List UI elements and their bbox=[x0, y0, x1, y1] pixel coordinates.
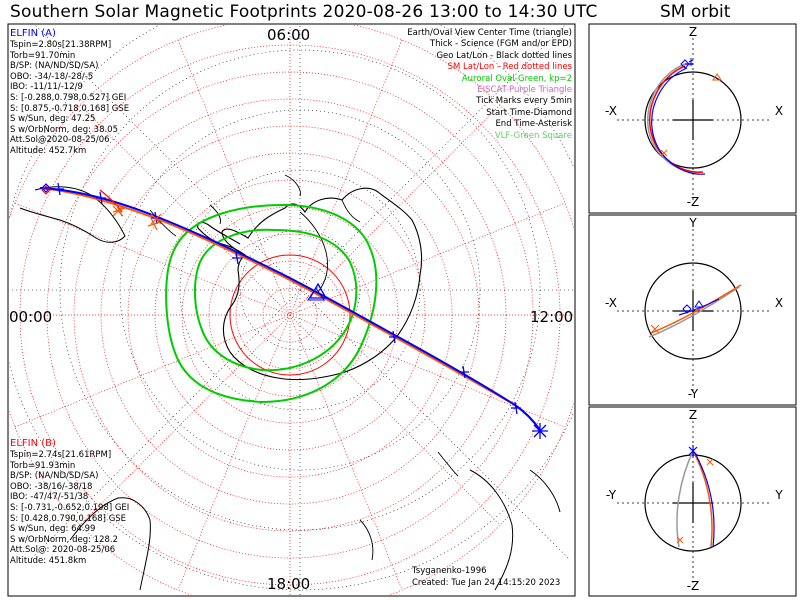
clock-label-top: 06:00 bbox=[267, 26, 311, 44]
axis-label-right: X bbox=[775, 104, 783, 118]
legend-item: Thick - Science (FGM and/or EPD) bbox=[429, 39, 572, 50]
sat-a-line: Altitude: 452.7km bbox=[10, 145, 87, 156]
axis-label-left: -X bbox=[605, 104, 617, 118]
antarctica-coastline bbox=[221, 187, 423, 381]
sat-b-info: ELFIN (B) Tspin=2.74s[21.61RPM] Torb=91.… bbox=[10, 438, 129, 567]
legend-item: Geo Lat/Lon - Black dotted lines bbox=[436, 50, 572, 61]
sat-b-line: S w/Sun, deg: 64.99 bbox=[10, 524, 96, 535]
sat-a-info: ELFIN (A) Tspin=2.80s[21.38RPM] Torb=91.… bbox=[10, 28, 129, 157]
sat-a-line: S: [-0.288,0.798,0.527] GEI bbox=[10, 92, 127, 103]
auroral-oval-outer bbox=[165, 203, 378, 404]
sm-markers bbox=[112, 205, 162, 225]
auroral-oval-inner bbox=[193, 228, 358, 372]
orbit-panel-xz: Z -Z -X X bbox=[605, 25, 783, 209]
sm-grid bbox=[9, 25, 574, 595]
sat-b-line: Att.Sol@: 2020-08-25/06 bbox=[10, 545, 116, 556]
sm-orbit-panels: Z -Z -X X Y -Y -X X Z -Z -Y bbox=[605, 25, 783, 593]
orbit-panel-yz: Z -Z -Y Y bbox=[606, 408, 783, 593]
sat-b-line: S: [-0.731,-0.652,0.198] GEI bbox=[10, 502, 130, 513]
orbit-frame-xz bbox=[588, 23, 797, 214]
legend-item: EISCAT-Purple Triangle bbox=[477, 85, 572, 96]
orbit-frame-xy bbox=[588, 214, 797, 406]
africa-coastline bbox=[69, 497, 151, 591]
legend-item: VLF-Green Square bbox=[494, 130, 572, 141]
clock-label-right: 12:00 bbox=[530, 308, 574, 326]
australia-coastline bbox=[469, 469, 561, 591]
legend-item: End Time-Asterisk bbox=[495, 119, 572, 130]
legend-item: Auroral Oval-Green, kp=2 bbox=[461, 73, 572, 84]
sat-b-name: ELFIN (B) bbox=[10, 438, 56, 449]
sat-a-line: B/SP: (NA/ND/SD/SA) bbox=[10, 61, 99, 72]
legend-item: SM Lat/Lon - Red dotted lines bbox=[447, 62, 572, 73]
sat-b-line: B/SP: (NA/ND/SD/SA) bbox=[10, 471, 99, 482]
axis-label-left: -Y bbox=[606, 488, 617, 502]
orbit-panel-title: SM orbit bbox=[660, 2, 731, 22]
axis-label-top: Y bbox=[688, 216, 697, 230]
legend-item: Start Time-Diamond bbox=[486, 107, 572, 118]
start-diamond-b bbox=[41, 185, 51, 195]
start-diamond-a bbox=[41, 183, 51, 193]
sat-a-line: Att.Sol@2020-08-25/06 bbox=[10, 135, 110, 146]
sat-b-line: Tspin=2.74s[21.61RPM] bbox=[10, 450, 112, 460]
legend-item: Earth/Oval View Center Time (triangle) bbox=[407, 28, 572, 38]
model-credit: Tsyganenko-1996 bbox=[412, 566, 487, 576]
antarctic-peninsula bbox=[196, 221, 246, 256]
sm-latitude-circle bbox=[229, 254, 351, 376]
clock-label-left: 00:00 bbox=[9, 308, 53, 326]
sat-a-line: S w/OrbNorm, deg: 38.05 bbox=[10, 124, 119, 135]
sat-a-line: IBO: -11/11/-12/9 bbox=[10, 82, 83, 93]
clock-label-bottom: 18:00 bbox=[267, 575, 311, 593]
plot-title: Southern Solar Magnetic Footprints 2020-… bbox=[10, 2, 598, 22]
sat-b-line: S w/OrbNorm, deg: 128.2 bbox=[10, 534, 119, 545]
sat-a-line: S: [0.875,-0.718,0.168] GSE bbox=[10, 103, 130, 114]
sat-b-line: Altitude: 451.8km bbox=[10, 555, 87, 566]
axis-label-right: Y bbox=[774, 488, 783, 502]
sat-a-line: Tspin=2.80s[21.38RPM] bbox=[10, 40, 112, 50]
axis-label-top: Z bbox=[689, 408, 697, 422]
legend-item: Tick Marks every 5min bbox=[476, 96, 572, 107]
end-asterisk bbox=[532, 423, 548, 439]
axis-label-right: X bbox=[775, 296, 783, 310]
sat-b-line: OBO: -38/16/-38/18 bbox=[10, 481, 93, 492]
sat-b-line: S: [0.428,0.790,0.168] GSE bbox=[10, 513, 127, 524]
axis-label-bottom: -Y bbox=[688, 387, 699, 401]
axis-label-bottom: -Z bbox=[687, 195, 700, 209]
sat-a-line: OBO: -34/-18/-28/-5 bbox=[10, 71, 94, 82]
sat-a-name: ELFIN (A) bbox=[10, 28, 56, 39]
orbit-frame-yz bbox=[588, 406, 797, 597]
axis-label-left: -X bbox=[605, 296, 617, 310]
sat-a-line: S w/Sun, deg: 47.25 bbox=[10, 114, 96, 125]
map-frame bbox=[7, 23, 576, 597]
orbit-panel-xy: Y -Y -X X bbox=[605, 216, 783, 401]
legend: Earth/Oval View Center Time (triangle) T… bbox=[407, 28, 572, 142]
created-timestamp: Created: Tue Jan 24 14:15:20 2023 bbox=[412, 578, 561, 588]
sat-a-line: Torb=91.70min bbox=[10, 50, 76, 61]
south-america-coastline bbox=[19, 186, 126, 243]
ice-shelf bbox=[299, 199, 361, 293]
axis-label-bottom: -Z bbox=[687, 579, 700, 593]
axis-label-top: Z bbox=[689, 25, 697, 39]
sat-b-line: Torb=91.93min bbox=[10, 460, 76, 471]
sat-a-ticks bbox=[54, 182, 521, 415]
sat-b-line: IBO: -47/47/-51/38 bbox=[10, 492, 89, 503]
